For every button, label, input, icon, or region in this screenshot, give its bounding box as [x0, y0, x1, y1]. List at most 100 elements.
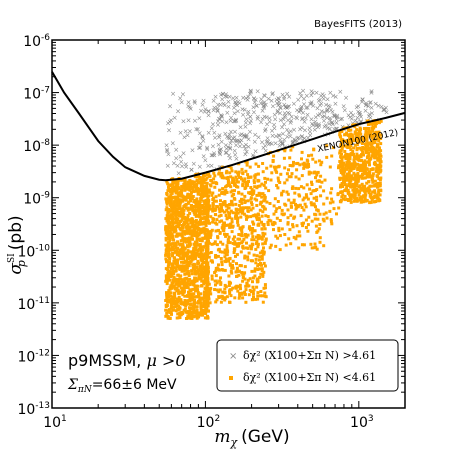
allowed-point	[198, 299, 201, 302]
allowed-point	[306, 159, 309, 162]
allowed-point	[194, 266, 197, 269]
allowed-point	[234, 286, 237, 289]
excluded-point: ×	[347, 114, 353, 122]
allowed-point	[173, 292, 176, 295]
allowed-point	[287, 237, 290, 240]
allowed-point	[264, 286, 267, 289]
allowed-point	[189, 196, 192, 199]
allowed-point	[202, 217, 205, 220]
allowed-point	[227, 211, 230, 214]
allowed-point	[372, 147, 375, 150]
allowed-point	[198, 232, 201, 235]
allowed-point	[287, 199, 290, 202]
allowed-point	[186, 225, 189, 228]
allowed-point	[263, 262, 266, 265]
excluded-point: ×	[251, 108, 257, 116]
allowed-point	[348, 183, 351, 186]
allowed-point	[306, 166, 309, 169]
allowed-point	[244, 233, 247, 236]
allowed-point	[230, 288, 233, 291]
legend-label-excluded: δχ² (X100+Σπ N) >4.61	[243, 349, 376, 362]
allowed-point	[290, 175, 293, 178]
allowed-point	[174, 201, 177, 204]
allowed-point	[196, 270, 199, 273]
excluded-point: ×	[277, 110, 283, 118]
allowed-point	[219, 231, 222, 234]
allowed-point	[261, 223, 264, 226]
excluded-point: ×	[323, 121, 329, 129]
allowed-point	[240, 241, 243, 244]
allowed-point	[215, 218, 218, 221]
allowed-point	[239, 200, 242, 203]
allowed-point	[244, 170, 247, 173]
allowed-point	[187, 264, 190, 267]
allowed-point	[370, 148, 373, 151]
allowed-point	[231, 169, 234, 172]
allowed-point	[350, 197, 353, 200]
allowed-point	[341, 173, 344, 176]
allowed-point	[190, 308, 193, 311]
excluded-point: ×	[228, 117, 234, 125]
allowed-point	[297, 187, 300, 190]
allowed-point	[247, 176, 250, 179]
allowed-point	[346, 198, 349, 201]
allowed-point	[240, 250, 243, 253]
allowed-point	[269, 246, 272, 249]
allowed-point	[191, 288, 194, 291]
allowed-point	[229, 241, 232, 244]
allowed-point	[380, 120, 383, 123]
excluded-point: ×	[279, 140, 285, 148]
excluded-point: ×	[209, 124, 215, 132]
allowed-point	[359, 199, 362, 202]
allowed-point	[374, 163, 377, 166]
allowed-point	[251, 221, 254, 224]
allowed-point	[180, 239, 183, 242]
allowed-point	[305, 205, 308, 208]
allowed-point	[204, 271, 207, 274]
allowed-point	[165, 239, 168, 242]
allowed-point	[349, 129, 352, 132]
allowed-point	[243, 257, 246, 260]
allowed-point	[218, 215, 221, 218]
allowed-point	[296, 224, 299, 227]
allowed-point	[367, 123, 370, 126]
allowed-point	[314, 218, 317, 221]
allowed-point	[211, 192, 214, 195]
allowed-point	[374, 192, 377, 195]
allowed-point	[283, 166, 286, 169]
allowed-point	[289, 149, 292, 152]
excluded-point: ×	[281, 101, 287, 109]
allowed-point	[176, 274, 179, 277]
allowed-point	[379, 142, 382, 145]
allowed-point	[256, 294, 259, 297]
allowed-point	[178, 243, 181, 246]
excluded-point: ×	[233, 116, 239, 124]
allowed-point	[241, 193, 244, 196]
allowed-point	[269, 219, 272, 222]
allowed-point	[199, 188, 202, 191]
allowed-point	[188, 274, 191, 277]
allowed-point	[256, 254, 259, 257]
allowed-point	[192, 292, 195, 295]
allowed-point	[199, 239, 202, 242]
allowed-point	[204, 193, 207, 196]
allowed-point	[340, 153, 343, 156]
excluded-point: ×	[164, 147, 170, 155]
allowed-point	[253, 288, 256, 291]
excluded-point: ×	[170, 90, 176, 98]
allowed-point	[165, 312, 168, 315]
allowed-point	[326, 197, 329, 200]
allowed-point	[243, 271, 246, 274]
allowed-point	[196, 238, 199, 241]
allowed-point	[308, 188, 311, 191]
y-tick-label: 10-12	[17, 348, 50, 365]
allowed-point	[186, 270, 189, 273]
allowed-point	[214, 254, 217, 257]
allowed-point	[374, 180, 377, 183]
allowed-point	[216, 243, 219, 246]
allowed-point	[215, 205, 218, 208]
allowed-point	[246, 285, 249, 288]
allowed-point	[237, 245, 240, 248]
allowed-point	[261, 238, 264, 241]
allowed-point	[333, 207, 336, 210]
